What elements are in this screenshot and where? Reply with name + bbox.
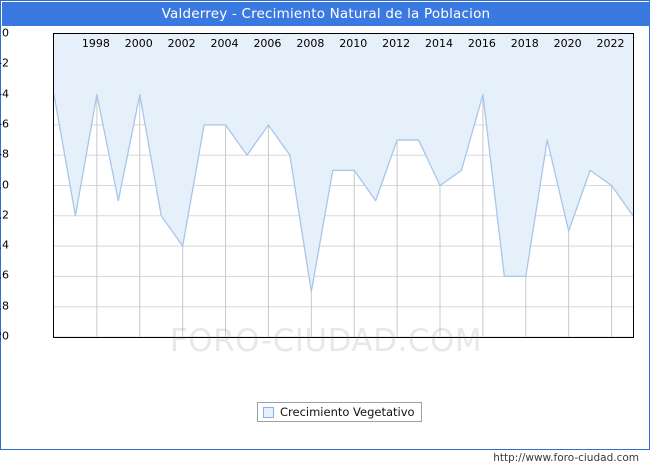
x-axis-labels: 1998 2000 2002 2004 2006 2008 2010 2012 2014 2016… [53,33,632,53]
y-axis-tick-label: -10 [0,178,9,191]
y-axis-tick-label: -18 [0,299,9,313]
legend-label: Crecimiento Vegetativo [280,405,415,419]
x-axis-tick-label: 2000 [124,37,153,50]
x-axis-tick-label: 2008 [296,37,325,50]
y-axis-labels: 0 -2 -4 -6 -8 -10 -12 -14 -16 -18 -20 [0,26,53,346]
x-axis-tick-label: 2010 [339,37,368,50]
x-axis-tick-label: 2004 [210,37,239,50]
x-axis-tick-label: 2022 [596,37,625,50]
data-line [54,93,633,293]
x-axis-tick-label: 2002 [167,37,196,50]
y-axis-tick-label: -20 [0,329,9,343]
x-axis-tick-label: 1998 [81,37,110,50]
y-axis-tick-label: -2 [0,56,9,70]
y-axis-tick-label: -14 [0,238,9,252]
y-axis-tick-label: -6 [0,117,9,131]
y-axis-tick-label: 0 [2,26,9,40]
x-axis-tick-label: 2020 [553,37,582,50]
x-axis-tick-label: 2016 [467,37,496,50]
source-url: http://www.foro-ciudad.com [493,452,639,464]
y-axis-tick-label: -4 [0,87,9,101]
legend-swatch-icon [263,406,274,418]
y-axis-tick-label: -8 [0,147,9,161]
area-fill [54,34,633,292]
y-axis-tick-label: -16 [0,268,9,282]
plot-container: 0 -2 -4 -6 -8 -10 -12 -14 -16 -18 -20 1998 2000 2002… [0,26,650,464]
x-axis-tick-label: 2006 [253,37,282,50]
chart-legend: Crecimiento Vegetativo [257,402,422,422]
x-axis-tick-label: 2018 [510,37,539,50]
x-axis-tick-label: 2012 [382,37,411,50]
x-axis-tick-label: 2014 [425,37,453,50]
y-axis-tick-label: -12 [0,208,9,222]
window-title: Valderrey - Crecimiento Natural de la Po… [2,2,650,26]
plot-area [53,33,634,338]
chart-canvas [54,34,633,337]
